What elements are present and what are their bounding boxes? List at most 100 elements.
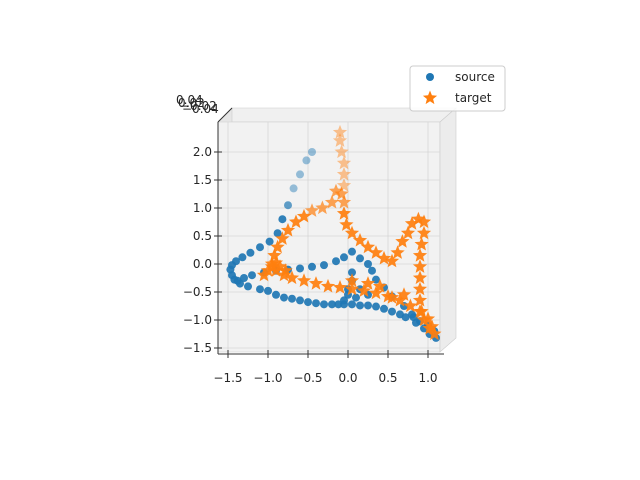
y-tick-label: −0.04 — [182, 102, 219, 116]
z-tick-label: 0.0 — [193, 257, 212, 271]
target-point — [270, 239, 285, 254]
source-point — [256, 243, 264, 252]
target-point — [412, 248, 428, 262]
source-point — [246, 248, 255, 257]
source-point — [302, 156, 311, 165]
y-axis-line — [217, 107, 233, 123]
x-tick-label: −1.5 — [213, 371, 242, 385]
target-point — [304, 203, 320, 217]
target-point — [422, 320, 437, 335]
source-point — [296, 296, 304, 305]
target-point — [334, 144, 349, 159]
z-tick-label: −0.5 — [183, 285, 212, 299]
source-point — [356, 254, 364, 263]
source-point — [308, 148, 316, 156]
target-point — [352, 233, 368, 247]
y-tick-label: 0.02 — [178, 96, 205, 110]
source-point — [348, 300, 356, 309]
source-point — [244, 282, 252, 291]
target-point — [336, 206, 352, 220]
x-tick-label: 1.0 — [418, 371, 437, 385]
target-point — [332, 124, 348, 139]
source-point — [296, 264, 304, 273]
data-points — [226, 124, 442, 342]
target-point — [336, 155, 352, 170]
source-point — [280, 293, 288, 302]
source-point — [408, 310, 416, 319]
target-point — [264, 259, 280, 273]
target-point — [404, 216, 420, 230]
source-point — [364, 260, 372, 268]
target-point — [336, 194, 352, 209]
source-point — [348, 247, 356, 256]
target-point — [336, 166, 352, 181]
source-point — [340, 253, 348, 262]
target-point — [390, 245, 405, 259]
target-point — [384, 253, 400, 268]
source-point — [296, 170, 304, 179]
x-tick-label: 0.0 — [338, 371, 357, 385]
target-point — [296, 208, 312, 223]
source-point — [273, 229, 282, 238]
source-point — [248, 271, 256, 280]
y-tick-label: −0.02 — [180, 99, 217, 113]
target-point — [400, 225, 416, 240]
source-point — [332, 257, 340, 266]
source-point — [240, 274, 248, 282]
tick-labels: −1.5 −1.0 −0.5 0.0 0.5 1.0 2.0 1.5 1.0 0.5 0.0 −0.5… — [176, 93, 438, 385]
target-point — [344, 225, 360, 240]
target-point — [260, 263, 276, 277]
source-point — [320, 261, 328, 270]
target-point — [324, 194, 340, 209]
source-point — [308, 262, 316, 271]
source-point — [288, 294, 296, 303]
target-point — [339, 217, 354, 231]
target-point — [427, 326, 442, 341]
grid-lines — [218, 122, 440, 352]
z-tick-label: 1.5 — [193, 173, 212, 187]
source-point — [348, 268, 356, 277]
target-point — [360, 276, 376, 290]
right-pane — [439, 107, 457, 353]
target-point — [414, 304, 429, 318]
source-point — [284, 201, 292, 210]
target-point — [272, 259, 288, 273]
legend-target-label: target — [455, 91, 492, 105]
target-point — [268, 263, 284, 277]
source-point — [356, 301, 364, 310]
source-point — [272, 290, 280, 299]
source-point — [364, 301, 372, 310]
x-tick-label: 0.5 — [378, 371, 397, 385]
z-tick-label: 2.0 — [193, 145, 212, 159]
source-point — [368, 266, 376, 275]
z-tick-label: −1.0 — [183, 313, 212, 327]
source-point — [278, 215, 287, 224]
legend-source-label: source — [455, 70, 495, 84]
target-point — [403, 298, 418, 313]
target-point — [332, 133, 348, 147]
target-point — [414, 236, 429, 251]
target-point — [336, 178, 352, 192]
target-point — [308, 276, 324, 290]
target-point — [334, 186, 349, 201]
target-point — [275, 231, 290, 245]
target-point — [412, 281, 428, 296]
target-point — [416, 225, 432, 240]
source-point — [401, 313, 410, 322]
target-point — [412, 292, 428, 307]
target-point — [296, 273, 312, 287]
target-point — [288, 214, 304, 229]
source-point — [256, 285, 264, 294]
source-point — [412, 318, 420, 327]
x-tick-label: −1.0 — [253, 371, 282, 385]
target-point — [268, 255, 284, 269]
target-point — [372, 278, 388, 293]
axis-lines — [217, 107, 444, 355]
target-point — [395, 234, 410, 248]
target-point — [416, 312, 432, 327]
target-point — [320, 278, 336, 293]
source-point — [233, 276, 242, 285]
source-point — [265, 237, 274, 246]
target-point — [412, 259, 428, 273]
